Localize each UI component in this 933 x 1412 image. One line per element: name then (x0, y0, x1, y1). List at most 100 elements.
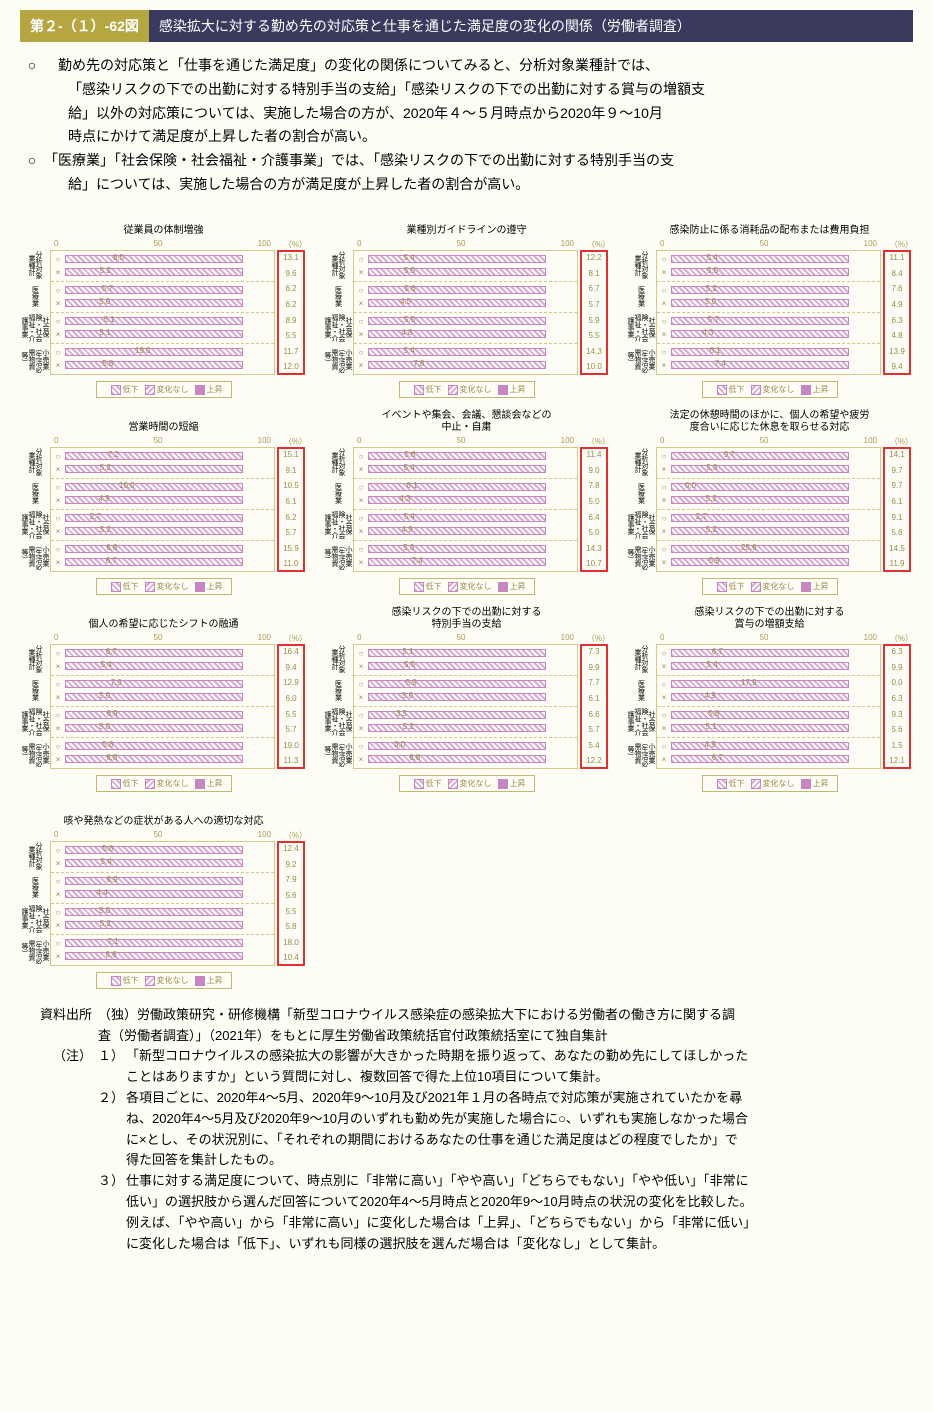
bar-value-label: 5.4 (404, 346, 415, 355)
axis-tick: 50 (760, 239, 769, 250)
note-label (20, 1067, 98, 1088)
end-value: 6.2 (275, 297, 307, 313)
bar-value-label: 10.0 (119, 481, 135, 490)
axis-tick: 0 (660, 436, 664, 447)
bar-row: ○ 5.7 (51, 284, 274, 297)
bar-row: ×5.4 (51, 660, 274, 673)
end-value: 5.6 (275, 888, 307, 904)
row-symbol: ○ (51, 483, 65, 492)
end-value: 6.4 (578, 509, 610, 525)
bar-row: ×4.3 (657, 328, 880, 341)
end-value: 6.3 (881, 312, 913, 328)
end-value: 11.9 (881, 556, 913, 572)
bar-row: ○6.9 (51, 709, 274, 722)
y-category-label: 医療業 (20, 872, 50, 903)
end-value: 12.9 (275, 675, 307, 691)
chart-title: 従業員の体制増強 (20, 211, 307, 239)
bar-row: ×4.9 (657, 691, 880, 704)
y-category-label: 医療業 (626, 281, 656, 312)
axis-pct: （%） (578, 436, 610, 447)
y-category-label: 社会保険・社会福祉・介護事業 (323, 312, 353, 343)
bar-value-label: 5.4 (101, 660, 112, 669)
note-text: 低い」の選択肢から選んだ回答について2020年4～5月時点と2020年9～10月… (98, 1192, 913, 1213)
end-value: 6.1 (881, 494, 913, 510)
bar-row: ○7.9 (51, 678, 274, 691)
axis-tick: 0 (357, 633, 361, 644)
axis-tick: 0 (357, 436, 361, 447)
mini-chart: 業種別ガイドラインの遵守050100（%）分析対象業種計医療業社会保険・社会福祉… (323, 211, 610, 398)
end-value: 4.9 (881, 297, 913, 313)
axis-tick: 100 (864, 239, 877, 250)
source-text: （独）労働政策研究・研修機構「新型コロナウイルス感染症の感染拡大下における労働者… (98, 1005, 913, 1026)
end-value: 6.7 (578, 281, 610, 297)
y-category-label: 小売業（生活必需物資等） (20, 344, 50, 375)
bar-value-label: 4.9 (99, 494, 110, 503)
bar-value-label: 6.1 (709, 346, 720, 355)
row-symbol: × (51, 268, 65, 277)
bar-row: ×4.8 (354, 328, 577, 341)
note-text: に×とし、その状況別に、「それぞれの期間におけるあなたの仕事を通じた満足度はどの… (98, 1130, 913, 1151)
row-symbol: ○ (51, 939, 65, 948)
y-category-label: 社会保険・社会福祉・介護事業 (20, 312, 50, 343)
bar-row: ×5.0 (51, 722, 274, 735)
end-value: 5.6 (881, 525, 913, 541)
bar-value-label: 5.0 (99, 297, 110, 306)
end-value: 8.9 (275, 312, 307, 328)
end-value: 9.7 (881, 478, 913, 494)
bullet-text: 給」については、実施した場合の方が満足度が上昇した者の割合が高い。 (44, 173, 913, 197)
bar-value-label: 5.1 (99, 328, 110, 337)
mini-chart: 従業員の体制増強050100（%）分析対象業種計医療業社会保険・社会福祉・介護事… (20, 211, 307, 398)
row-symbol: × (657, 724, 671, 733)
bar-row: ×5.2 (51, 919, 274, 932)
row-symbol: ○ (51, 877, 65, 886)
row-symbol: ○ (657, 545, 671, 554)
axis-tick: 100 (864, 436, 877, 447)
y-category-label: 小売業（生活必需物資等） (626, 738, 656, 769)
end-value: 16.4 (275, 644, 307, 660)
bar-row: ○5.8 (51, 740, 274, 753)
bar-row: ○5.8 (657, 709, 880, 722)
end-value: 9.7 (881, 462, 913, 478)
bar-value-label: 5.0 (705, 297, 716, 306)
y-category-label: 小売業（生活必需物資等） (323, 541, 353, 572)
note-label (20, 1150, 98, 1171)
axis-tick: 100 (561, 239, 574, 250)
bar-value-label: 6.7 (106, 647, 117, 656)
y-category-label: 分析対象業種計 (626, 250, 656, 281)
end-value: 12.1 (881, 753, 913, 769)
chart-legend: 低下変化なし上昇 (626, 773, 913, 792)
axis-tick: 100 (258, 830, 271, 841)
end-value: 5.7 (578, 722, 610, 738)
row-symbol: × (51, 921, 65, 930)
end-value: 11.3 (275, 753, 307, 769)
bar-row: ○9.7 (657, 450, 880, 463)
row-symbol: ○ (657, 742, 671, 751)
bar-value-label: 5.8 (102, 740, 113, 749)
row-symbol: ○ (657, 483, 671, 492)
end-value: 9.0 (578, 462, 610, 478)
end-value: 1.5 (881, 738, 913, 754)
y-category-label: 医療業 (20, 281, 50, 312)
bar-value-label: 5.2 (706, 494, 717, 503)
chart-grid: 従業員の体制増強050100（%）分析対象業種計医療業社会保険・社会福祉・介護事… (20, 211, 913, 989)
row-symbol: × (51, 330, 65, 339)
axis-tick: 50 (760, 633, 769, 644)
bullet-text: 給」以外の対応策については、実施した場合の方が、2020年４～５月時点から202… (44, 102, 913, 126)
axis-tick: 100 (258, 633, 271, 644)
end-value: 7.7 (578, 675, 610, 691)
bar-row: ×5.4 (657, 660, 880, 673)
bar-row: ○8.5 (51, 253, 274, 266)
row-symbol: ○ (51, 286, 65, 295)
note-label (20, 1234, 98, 1255)
y-category-label: 小売業（生活必需物資等） (323, 344, 353, 375)
row-symbol: × (51, 693, 65, 702)
row-symbol: × (354, 330, 368, 339)
bar-row: ×5.2 (657, 494, 880, 507)
y-category-label: 分析対象業種計 (323, 447, 353, 478)
bar-value-label: 5.3 (706, 463, 717, 472)
note-label (20, 1088, 98, 1109)
bar-value-label: 5.2 (403, 722, 414, 731)
bar-row: ×4.5 (354, 297, 577, 310)
bar-value-label: 5.7 (102, 284, 113, 293)
y-category-label: 小売業（生活必需物資等） (626, 541, 656, 572)
